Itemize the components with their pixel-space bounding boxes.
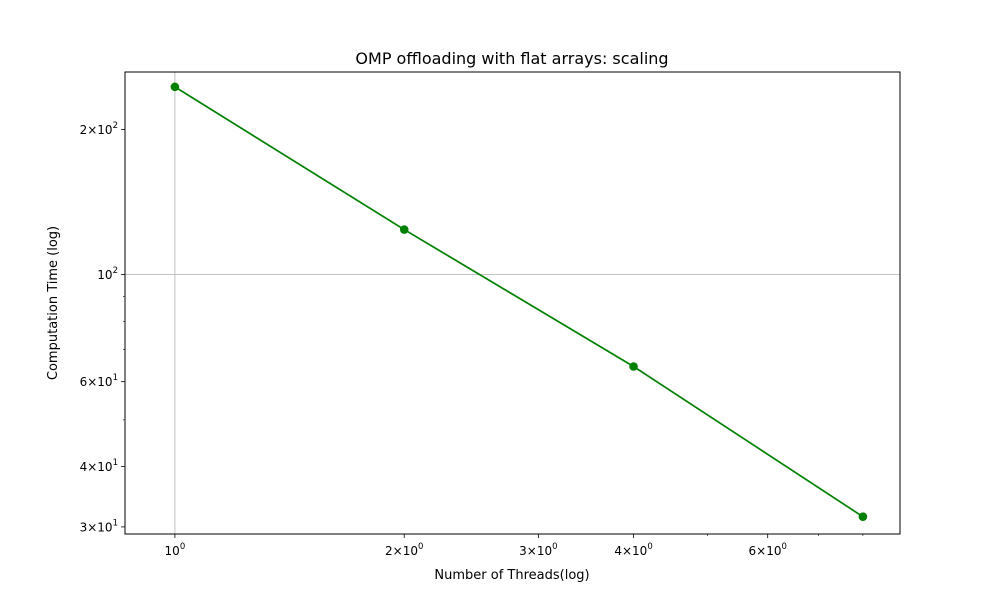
series-line: [174, 86, 864, 518]
data-point: [629, 362, 638, 371]
data-point: [170, 82, 180, 92]
data-point: [399, 225, 409, 234]
grid: [125, 72, 900, 534]
x-tick-label: 3×100: [519, 542, 557, 558]
axis-ticks: 100 2×100 3×100 4×100 6×100 2×102 102 6×101 4×10…: [80, 121, 864, 558]
y-tick-label: 2×102: [80, 121, 118, 137]
x-tick-label: 4×100: [614, 542, 652, 558]
x-tick-label: 100: [165, 542, 186, 558]
y-tick-label: 4×101: [80, 458, 118, 474]
y-tick-label: 3×101: [80, 518, 118, 534]
series-layer: [170, 82, 868, 521]
y-tick-label: 6×101: [80, 373, 118, 389]
chart-title: OMP offloading with flat arrays: scaling: [355, 49, 668, 68]
x-axis-label: Number of Threads(log): [434, 568, 589, 583]
x-tick-label: 2×100: [385, 542, 423, 558]
plot-frame: [124, 71, 901, 535]
y-tick-label: 102: [97, 266, 118, 282]
data-point: [858, 512, 868, 521]
y-axis-label: Computation Time (log): [46, 226, 61, 380]
x-tick-label: 6×100: [749, 542, 787, 558]
